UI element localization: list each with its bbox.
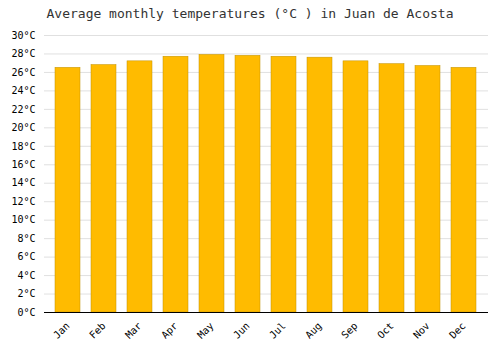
svg-text:Jul: Jul: [267, 320, 288, 341]
svg-text:Dec: Dec: [447, 320, 468, 341]
svg-text:2°C: 2°C: [17, 288, 35, 299]
svg-text:10°C: 10°C: [11, 214, 35, 225]
svg-text:14°C: 14°C: [11, 177, 35, 188]
svg-text:8°C: 8°C: [17, 233, 35, 244]
svg-text:30°C: 30°C: [11, 30, 35, 41]
svg-text:Jun: Jun: [231, 320, 252, 341]
svg-text:26°C: 26°C: [11, 67, 35, 78]
html-text:Average monthly temperatures (: Average monthly temperatures (°C ) in Ju…: [46, 6, 454, 21]
svg-text:4°C: 4°C: [17, 270, 35, 281]
svg-text:May: May: [195, 320, 216, 341]
svg-text:Oct: Oct: [375, 320, 396, 341]
svg-text:Sep: Sep: [339, 320, 360, 341]
svg-text:12°C: 12°C: [11, 196, 35, 207]
svg-text:20°C: 20°C: [11, 122, 35, 133]
svg-text:Apr: Apr: [159, 320, 180, 341]
svg-text:0°C: 0°C: [17, 307, 35, 318]
svg-text:Nov: Nov: [411, 320, 432, 341]
svg-text:24°C: 24°C: [11, 85, 35, 96]
svg-text:Aug: Aug: [303, 320, 324, 341]
svg-text:Jan: Jan: [51, 320, 72, 341]
svg-text:16°C: 16°C: [11, 159, 35, 170]
svg-text:Mar: Mar: [123, 320, 144, 341]
svg-text:28°C: 28°C: [11, 48, 35, 59]
svg-text:Feb: Feb: [87, 320, 108, 341]
svg-text:6°C: 6°C: [17, 251, 35, 262]
svg-text:18°C: 18°C: [11, 141, 35, 152]
svg-text:22°C: 22°C: [11, 104, 35, 115]
